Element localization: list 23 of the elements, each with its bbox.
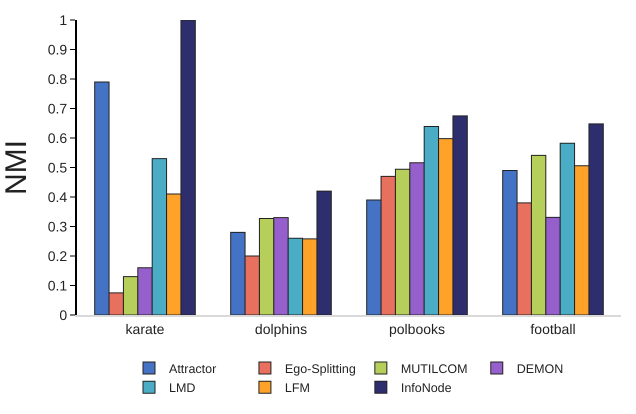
y-tick-label: 0.7 [48, 100, 68, 116]
y-tick-label: 0.5 [48, 159, 68, 176]
legend-label: Attractor [169, 362, 216, 376]
legend-label: MUTILCOM [400, 362, 468, 376]
legend-label: LFM [284, 381, 310, 396]
y-tick-label: 0.3 [48, 218, 68, 234]
x-tick-label: polbooks [388, 320, 446, 337]
y-tick-label: 0.1 [48, 277, 68, 294]
y-axis-title: NMI [0, 140, 33, 195]
x-tick-label: dolphins [254, 320, 308, 337]
y-tick-label: 0.8 [48, 70, 68, 87]
legend-label: DEMON [516, 362, 564, 376]
legend-label: LMD [169, 381, 196, 396]
y-tick-label: 0.6 [48, 130, 68, 146]
y-tick-label: 0.4 [48, 188, 68, 205]
y-tick-label: 0.9 [48, 41, 68, 58]
legend-label: InfoNode [400, 381, 452, 396]
y-tick-label: 1 [59, 12, 68, 28]
x-tick-label: football [530, 320, 576, 337]
legend-label: Ego-Splitting [284, 362, 356, 376]
y-tick-label: 0.2 [48, 248, 68, 264]
x-tick-label: karate [126, 320, 165, 337]
y-tick-label: 0 [59, 306, 68, 323]
